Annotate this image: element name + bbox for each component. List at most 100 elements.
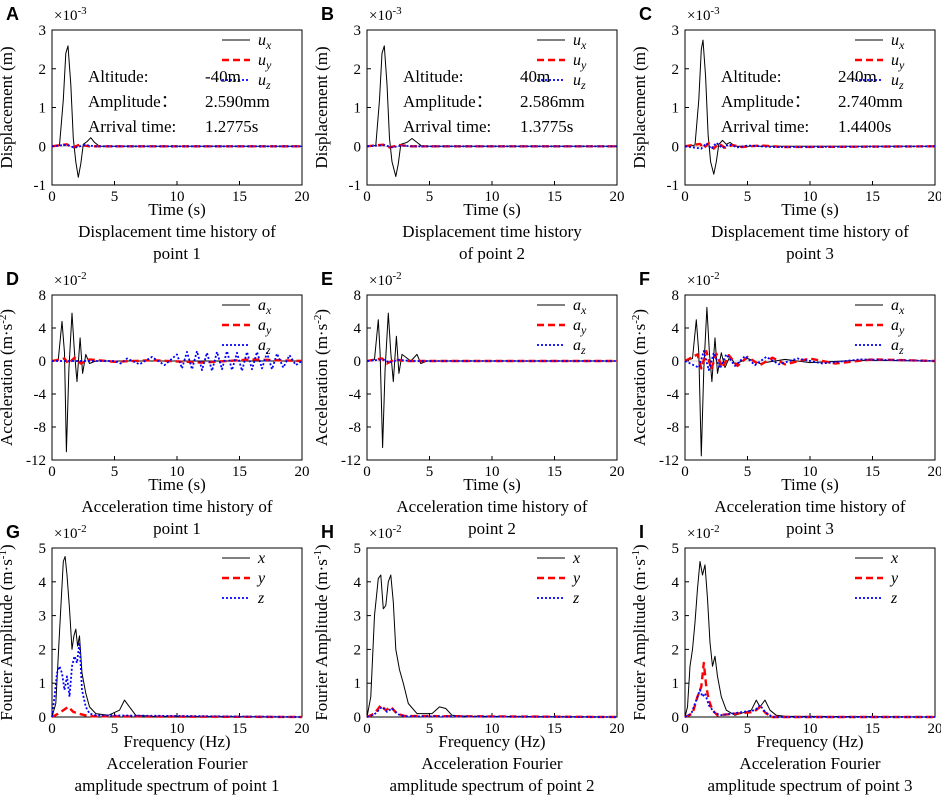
x-tick-label: 20 [928,721,941,737]
y-tick-label: -4 [34,387,47,403]
x-axis-label: Time (s) [148,200,205,219]
caption-line: Acceleration Fourier [421,754,562,773]
x-tick-label: 0 [48,721,56,737]
panel-f: F ×10-2 0 5 10 15 20 -12 -8 -4 0 4 8 Time (s) Accelera… [630,269,941,538]
legend-label: ux [258,32,272,52]
x-tick-label: 20 [610,189,625,205]
annotation-value: 240m [838,67,877,86]
caption-line: amplitude spectrum of point 1 [75,776,280,795]
caption-line: point 3 [786,244,834,263]
x-tick-label: 15 [547,464,562,480]
series-line-x [51,556,303,718]
legend-label: uy [573,52,587,72]
x-tick-label: 10 [803,464,818,480]
x-axis-label: Time (s) [781,200,838,219]
panel-label: H [321,522,334,542]
y-tick-label: 2 [672,62,680,78]
annotation-label: Altitude: [88,67,148,86]
y-tick-label: 8 [39,288,47,304]
panel-label: I [639,522,644,542]
x-tick-label: 20 [928,189,941,205]
caption-line: Acceleration Fourier [106,754,247,773]
y-tick-label: 4 [672,321,680,337]
series-line-z [51,641,303,718]
x-tick-label: 0 [48,189,56,205]
annotation-value: 1.2775s [205,117,258,136]
y-tick-label: 3 [672,609,680,625]
y-tick-label: 5 [672,541,680,557]
y-tick-label: 0 [354,710,362,726]
annotation-label: Altitude: [403,67,463,86]
y-tick-label: 0 [672,139,680,155]
series-line-y [684,661,935,719]
y-tick-label: 1 [354,676,362,692]
x-axis-label: Time (s) [463,475,520,494]
y-tick-label: 0 [672,710,680,726]
caption-line: Acceleration time history of [396,497,588,516]
annotation-value: 40m [520,67,550,86]
y-tick-label: 1 [672,101,680,117]
legend-label: y [256,570,266,587]
x-tick-label: 5 [744,464,752,480]
x-tick-label: 15 [547,721,562,737]
x-tick-label: 0 [681,464,689,480]
caption-line: Displacement time history of [711,222,909,241]
series-line-x [684,561,936,718]
scale-factor: ×10-3 [687,5,720,24]
x-tick-label: 10 [170,721,185,737]
series-line-u-x [51,45,302,178]
series-line-x [366,574,618,718]
series-line-u-z [684,141,936,150]
y-tick-label: 2 [354,62,362,78]
x-tick-label: 20 [295,189,310,205]
y-tick-label: 4 [354,321,362,337]
annotation-value: 2.740mm [838,92,903,111]
y-tick-label: 3 [672,23,680,39]
x-tick-label: 5 [111,721,119,737]
x-tick-label: 5 [426,464,434,480]
series-line-u-y [684,142,936,150]
x-tick-label: 5 [111,464,119,480]
y-tick-label: 5 [39,541,47,557]
x-axis-label: Frequency (Hz) [123,732,230,751]
panel-d: D ×10-2 0 5 10 15 20 -12 -8 -4 0 4 8 Time (s) Accelera… [0,269,310,538]
annotation-label: Amplitude： [403,92,493,111]
panel-label: F [639,269,650,289]
annotation-value: 1.4400s [838,117,891,136]
y-tick-label: -4 [667,387,680,403]
y-tick-label: 0 [39,354,47,370]
caption-line: Acceleration Fourier [739,754,880,773]
scale-factor: ×10-2 [54,270,87,289]
caption-line: Acceleration time history of [714,497,906,516]
y-axis-label: Acceleration (m·s-2) [312,309,331,446]
legend-label: ux [891,32,905,52]
x-tick-label: 5 [111,189,119,205]
x-tick-label: 0 [363,189,371,205]
legend-label: ay [258,317,272,337]
panel-label: C [639,4,652,24]
y-tick-label: 8 [672,288,680,304]
legend-label: y [571,570,581,587]
panel-label: B [321,4,334,24]
x-tick-label: 10 [803,189,818,205]
x-axis-label: Frequency (Hz) [438,732,545,751]
series-line-a-z [52,350,303,372]
x-tick-label: 10 [170,464,185,480]
series-line-z [366,706,618,718]
x-tick-label: 0 [681,189,689,205]
legend-label: z [572,590,580,607]
y-tick-label: 1 [354,101,362,117]
scale-factor: ×10-2 [369,270,402,289]
series-line-u-z [51,143,302,149]
series-line-u-x [684,39,935,175]
annotation-value: 1.3775s [520,117,573,136]
x-tick-label: 20 [295,464,310,480]
x-tick-label: 5 [426,189,434,205]
legend-label: uy [891,52,905,72]
x-tick-label: 20 [295,721,310,737]
legend-label: ax [573,297,587,317]
y-axis-label: Fourier Amplitude (m·s-1) [312,544,331,720]
